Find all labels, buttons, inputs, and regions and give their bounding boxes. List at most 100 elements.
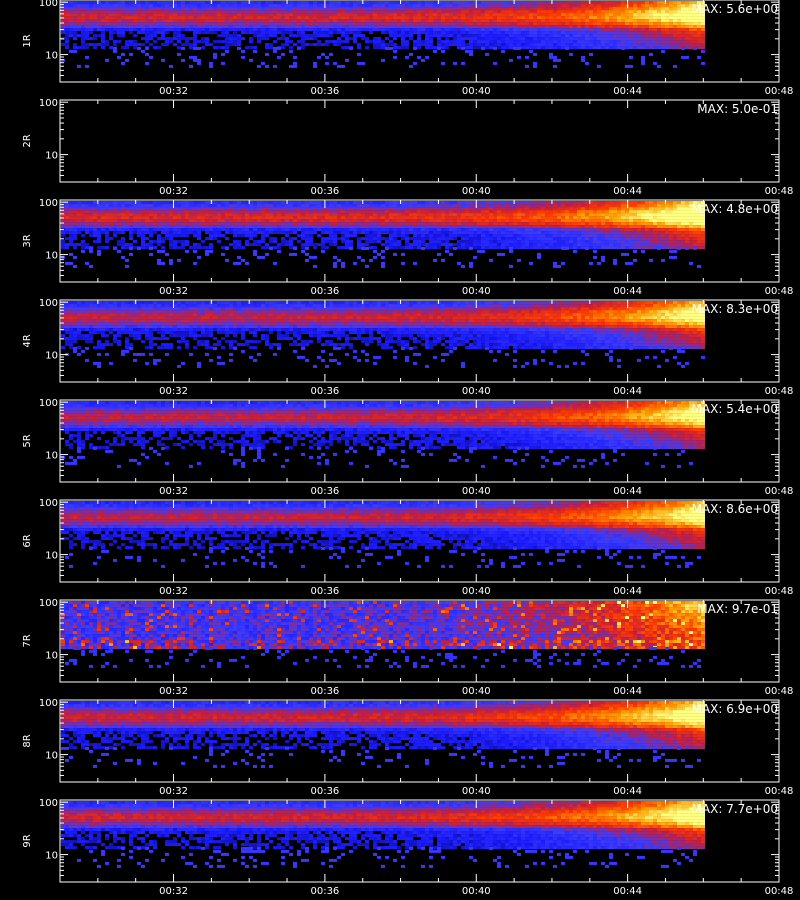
heatmap-cell: [361, 28, 365, 32]
heatmap-cell: [549, 243, 553, 247]
heatmap-cell: [405, 210, 409, 214]
heatmap-cell: [481, 7, 485, 11]
heatmap-cell: [405, 213, 409, 217]
heatmap-cell: [517, 34, 521, 38]
heatmap-cell: [581, 219, 585, 223]
heatmap-cell: [625, 222, 629, 226]
heatmap-cell: [409, 13, 413, 17]
heatmap-cell: [697, 25, 701, 29]
heatmap-cell: [269, 31, 273, 35]
heatmap-cell: [549, 237, 553, 241]
heatmap-cell: [625, 261, 629, 265]
heatmap-cell: [129, 207, 133, 211]
heatmap-cell: [529, 228, 533, 232]
heatmap-cell: [201, 19, 205, 23]
heatmap-cell: [261, 213, 265, 217]
heatmap-cell: [481, 237, 485, 241]
heatmap-cell: [473, 210, 477, 214]
heatmap-cell: [485, 52, 489, 56]
heatmap-cell: [477, 237, 481, 241]
heatmap-cell: [553, 210, 557, 214]
heatmap-cell: [169, 261, 173, 265]
heatmap-cell: [477, 16, 481, 20]
heatmap-cell: [189, 231, 193, 235]
heatmap-cell: [545, 31, 549, 35]
heatmap-cell: [697, 13, 701, 17]
heatmap-cell: [381, 243, 385, 247]
heatmap-cell: [649, 201, 653, 205]
heatmap-cell: [541, 243, 545, 247]
heatmap-cell: [621, 4, 625, 8]
heatmap-cell: [209, 219, 213, 223]
heatmap-cell: [429, 1, 433, 5]
heatmap-cell: [653, 1, 657, 5]
heatmap-cell: [569, 201, 573, 205]
heatmap-cell: [681, 31, 685, 35]
heatmap-cell: [109, 46, 113, 50]
heatmap-cell: [69, 252, 73, 256]
heatmap-cell: [505, 228, 509, 232]
heatmap-cell: [233, 22, 237, 26]
heatmap-cell: [213, 16, 217, 20]
heatmap-cell: [561, 25, 565, 29]
heatmap-cell: [121, 216, 125, 220]
heatmap-cell: [325, 16, 329, 20]
heatmap-cell: [181, 4, 185, 8]
heatmap-cell: [425, 19, 429, 23]
heatmap-cell: [505, 4, 509, 8]
heatmap-cell: [561, 219, 565, 223]
heatmap-cell: [389, 16, 393, 20]
heatmap-cell: [121, 255, 125, 259]
heatmap-cell: [197, 10, 201, 14]
heatmap-cell: [129, 252, 133, 256]
heatmap-cell: [113, 207, 117, 211]
heatmap-cell: [701, 7, 705, 11]
heatmap-cell: [569, 22, 573, 26]
heatmap-cell: [289, 240, 293, 244]
heatmap-cell: [213, 46, 217, 50]
heatmap-cell: [113, 225, 117, 229]
heatmap-cell: [193, 37, 197, 41]
heatmap-cell: [237, 7, 241, 11]
heatmap-cell: [541, 240, 545, 244]
heatmap-cell: [305, 210, 309, 214]
heatmap-cell: [277, 216, 281, 220]
heatmap-cell: [177, 207, 181, 211]
heatmap-cell: [613, 46, 617, 50]
heatmap-cell: [581, 7, 585, 11]
heatmap-cell: [553, 264, 557, 268]
heatmap-cell: [113, 1, 117, 5]
heatmap-cell: [557, 213, 561, 217]
heatmap-cell: [593, 31, 597, 35]
heatmap-cell: [585, 61, 589, 65]
heatmap-cell: [373, 237, 377, 241]
heatmap-cell: [369, 222, 373, 226]
heatmap-cell: [157, 240, 161, 244]
heatmap-cell: [317, 28, 321, 32]
heatmap-cell: [341, 13, 345, 17]
heatmap-cell: [289, 228, 293, 232]
heatmap-cell: [609, 243, 613, 247]
heatmap-cell: [585, 240, 589, 244]
heatmap-cell: [457, 204, 461, 208]
heatmap-cell: [433, 210, 437, 214]
heatmap-cell: [297, 216, 301, 220]
heatmap-cell: [565, 22, 569, 26]
heatmap-cell: [93, 10, 97, 14]
heatmap-cell: [265, 13, 269, 17]
heatmap-cell: [105, 246, 109, 250]
heatmap-cell: [309, 234, 313, 238]
heatmap-cell: [301, 13, 305, 17]
heatmap-cell: [513, 225, 517, 229]
heatmap-cell: [273, 46, 277, 50]
heatmap-cell: [309, 16, 313, 20]
heatmap-cell: [649, 1, 653, 5]
heatmap-cell: [541, 246, 545, 250]
heatmap-cell: [145, 10, 149, 14]
heatmap-cell: [69, 204, 73, 208]
heatmap-cell: [597, 10, 601, 14]
heatmap-cell: [481, 46, 485, 50]
heatmap-cell: [605, 213, 609, 217]
heatmap-cell: [145, 213, 149, 217]
heatmap-cell: [413, 10, 417, 14]
